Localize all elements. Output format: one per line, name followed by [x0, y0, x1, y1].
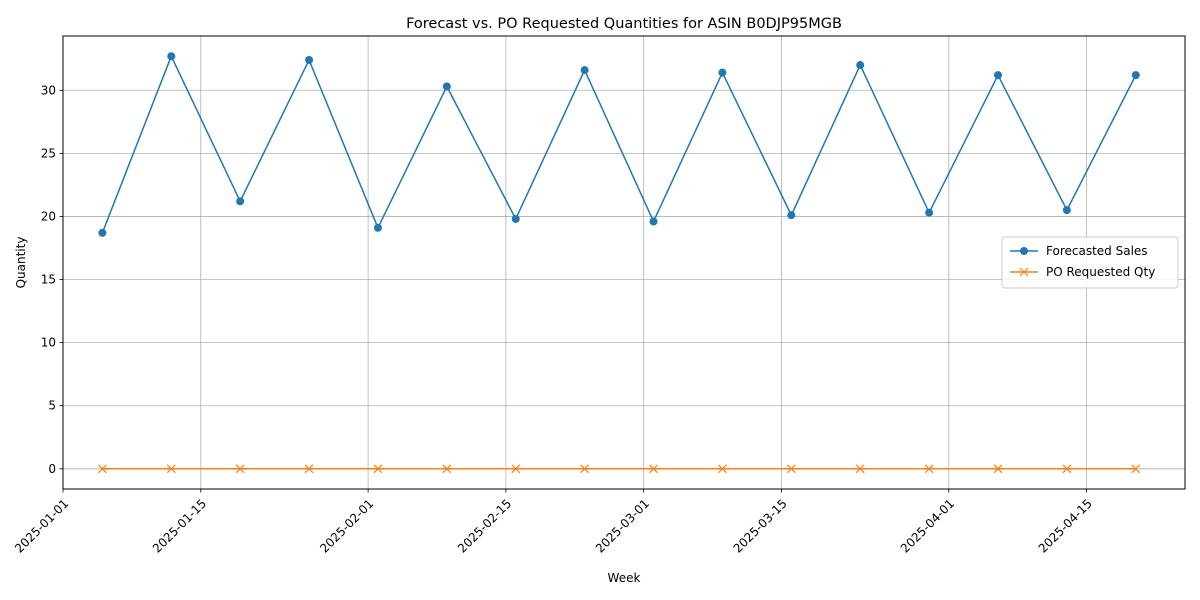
data-point: [649, 217, 658, 226]
series-2: [97, 464, 1141, 474]
y-tick-label: 25: [41, 146, 56, 160]
data-point: [305, 55, 314, 64]
data-point: [373, 464, 383, 474]
y-tick-label: 30: [41, 83, 56, 97]
data-point: [580, 464, 590, 474]
data-point: [717, 464, 727, 474]
data-point: [166, 464, 176, 474]
legend-label: PO Requested Qty: [1046, 265, 1155, 279]
data-point: [994, 71, 1002, 80]
data-point: [718, 68, 727, 77]
y-tick-label: 15: [41, 273, 56, 287]
data-point: [649, 464, 658, 474]
data-point: [236, 197, 245, 206]
y-tick-label: 0: [48, 462, 56, 476]
data-point: [373, 223, 382, 232]
x-axis-title: Week: [608, 571, 641, 585]
data-point: [1131, 71, 1140, 80]
data-point: [511, 214, 520, 223]
data-point: [924, 464, 934, 474]
data-point: [786, 464, 796, 474]
data-point: [993, 464, 1003, 474]
y-tick-label: 20: [41, 209, 56, 223]
legend-label: Forecasted Sales: [1046, 244, 1148, 258]
series-1: [98, 52, 1140, 237]
legend-box: [1001, 236, 1179, 289]
data-point: [580, 66, 589, 75]
chart-title: Forecast vs. PO Requested Quantities for…: [406, 16, 842, 32]
data-point: [304, 464, 314, 474]
series-layer: [97, 52, 1141, 474]
data-point: [1131, 464, 1141, 474]
y-tick-label: 10: [41, 336, 56, 350]
legend-marker: [1019, 267, 1029, 277]
data-point: [855, 464, 865, 474]
data-point: [97, 464, 107, 474]
series-line: [101, 54, 1137, 234]
data-point: [925, 208, 934, 217]
data-point: [511, 464, 521, 474]
y-tick-label: 5: [48, 399, 56, 413]
data-point: [787, 211, 796, 220]
data-point: [1062, 464, 1072, 474]
data-point: [442, 82, 451, 91]
data-point: [167, 52, 176, 61]
data-point: [235, 464, 245, 474]
data-point: [98, 228, 107, 237]
data-point: [856, 61, 865, 70]
legend: Forecasted Sales PO Requested Qty: [1001, 236, 1179, 289]
data-point: [442, 464, 452, 474]
legend-marker: [1020, 247, 1028, 255]
plot-frame: [62, 35, 1186, 490]
y-axis-title: Quantity: [14, 237, 28, 289]
data-point: [1062, 206, 1071, 215]
